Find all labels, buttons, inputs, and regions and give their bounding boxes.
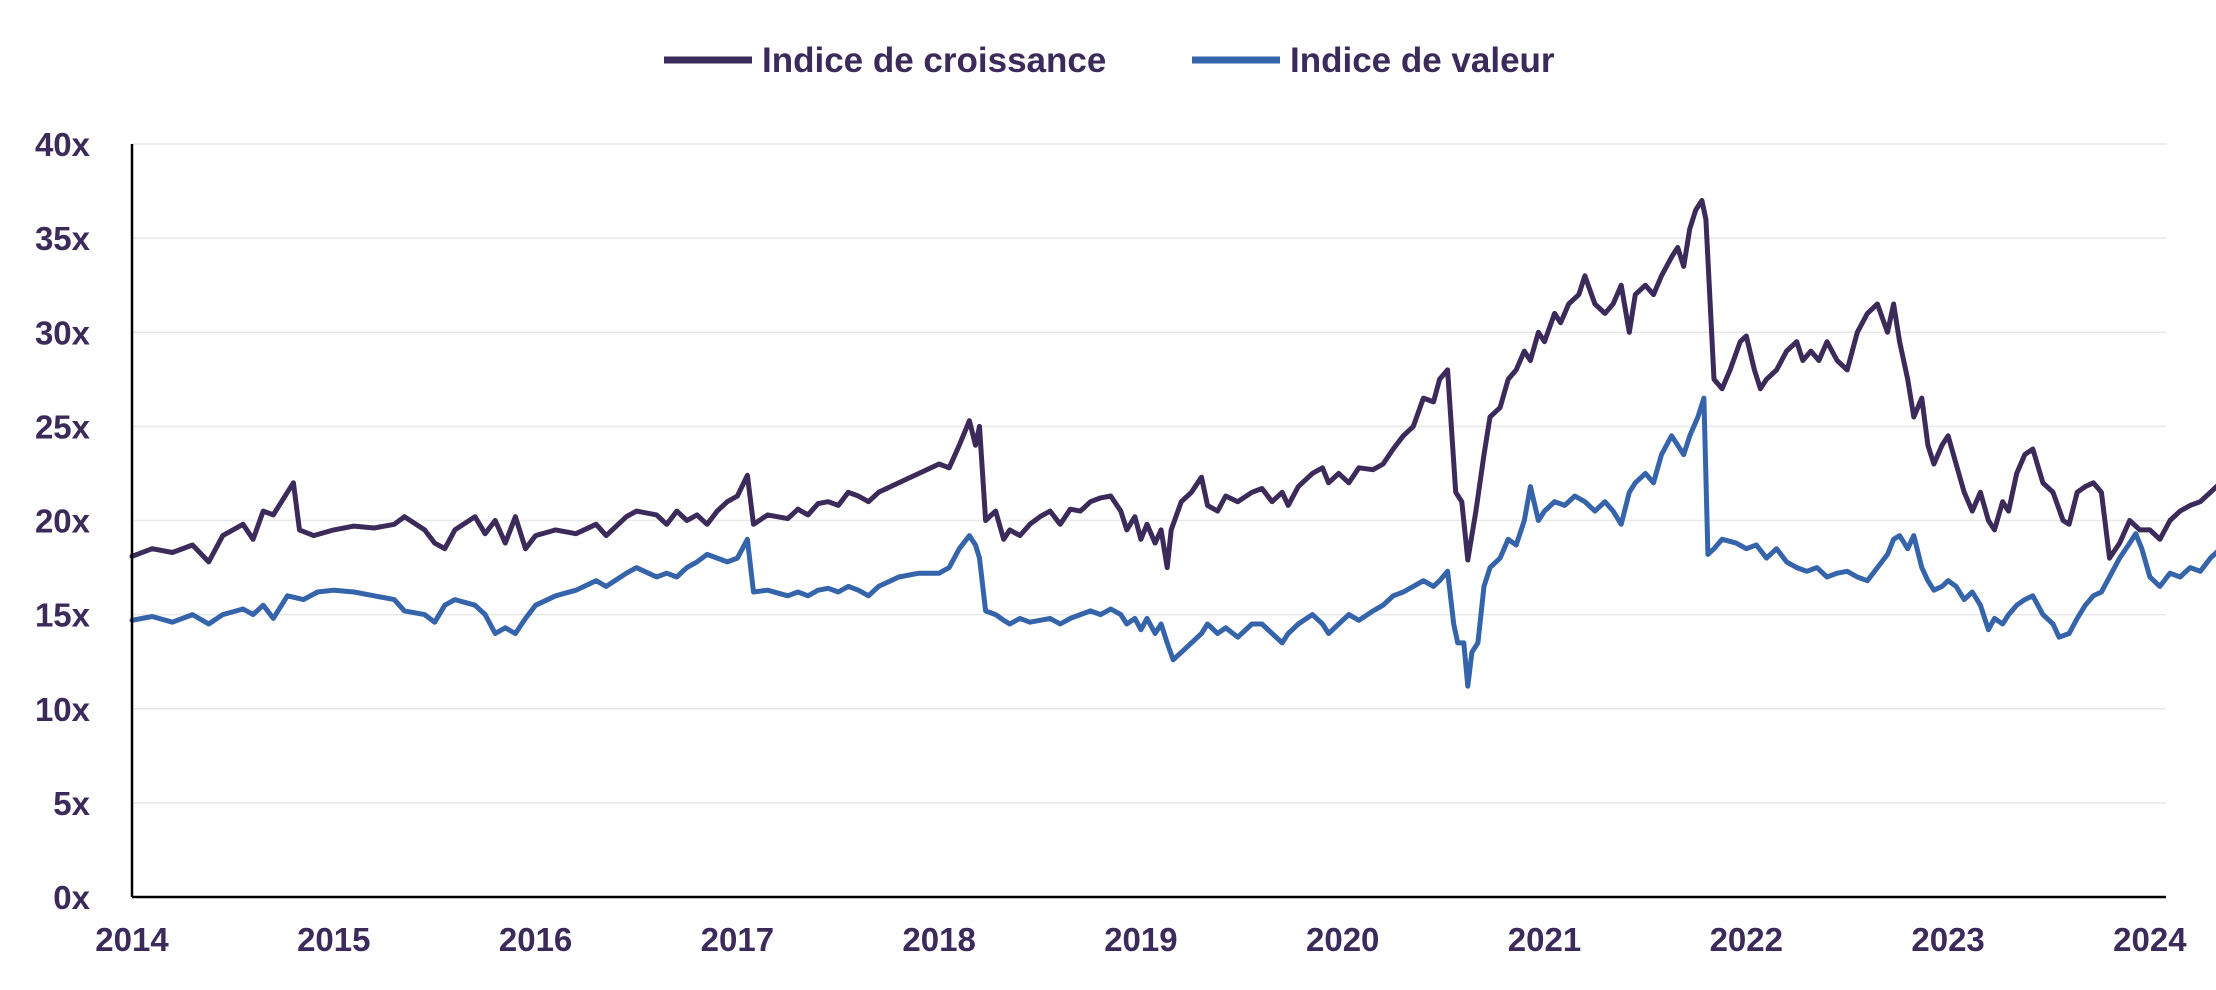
legend: Indice de croissance Indice de valeur (664, 41, 1555, 80)
x-tick-label: 2020 (1306, 921, 1379, 958)
x-tick-label: 2022 (1710, 921, 1783, 958)
legend-label-growth: Indice de croissance (762, 41, 1106, 80)
gridlines (132, 143, 2166, 804)
x-tick-label: 2023 (1911, 921, 1984, 958)
y-tick-label: 15x (35, 597, 91, 634)
y-tick-label: 30x (35, 314, 91, 351)
series-line-value (129, 395, 2216, 689)
y-tick-label: 20x (35, 503, 91, 540)
series-layer (129, 198, 2216, 689)
x-tick-label: 2019 (1104, 921, 1177, 958)
x-tick-label: 2021 (1508, 921, 1581, 958)
x-axis-ticks: 2014 2015 2016 2017 2018 2019 2020 2021 2022 2023… (95, 921, 2187, 958)
y-tick-label: 35x (35, 220, 91, 257)
x-tick-label: 2024 (2113, 921, 2187, 958)
x-tick-label: 2018 (902, 921, 975, 958)
y-tick-label: 0x (53, 879, 90, 916)
y-tick-label: 40x (35, 126, 91, 163)
x-tick-label: 2014 (95, 921, 169, 958)
x-tick-label: 2015 (297, 921, 370, 958)
y-tick-label: 5x (53, 785, 90, 822)
legend-label-value: Indice de valeur (1290, 41, 1555, 80)
x-tick-label: 2017 (701, 921, 774, 958)
axes (130, 144, 2166, 899)
x-tick-label: 2016 (499, 921, 572, 958)
y-tick-label: 25x (35, 408, 91, 445)
y-tick-label: 10x (35, 691, 91, 728)
series-line-growth (129, 198, 2216, 571)
y-axis-ticks: 0x 5x 10x 15x 20x 25x 30x 35x 40x (35, 126, 91, 916)
